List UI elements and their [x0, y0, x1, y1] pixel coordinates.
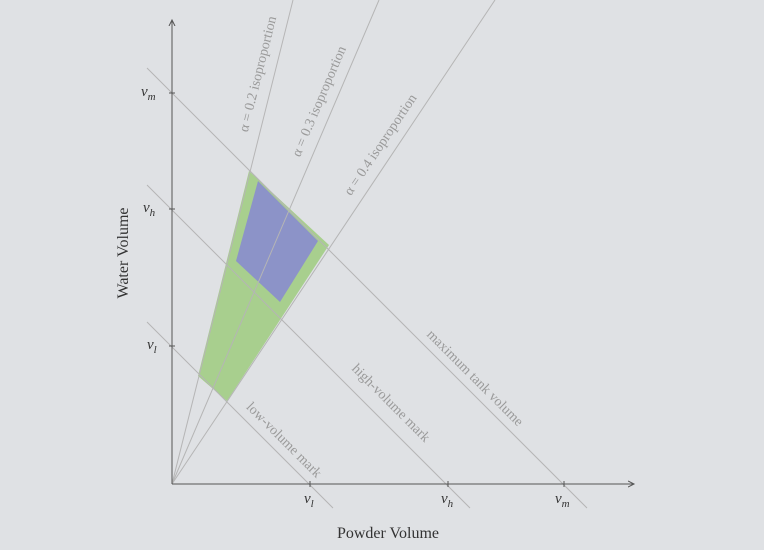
- target-region: [236, 181, 318, 302]
- volume-label: high-volume mark: [348, 362, 432, 446]
- x-tick-label: vm: [555, 491, 570, 510]
- x-tick-label: vl: [304, 491, 314, 510]
- x-tick-label: vh: [441, 491, 454, 510]
- y-axis-title: Water Volume: [115, 208, 132, 299]
- volume-label: low-volume mark: [243, 400, 324, 481]
- volume-label: maximum tank volume: [423, 327, 525, 429]
- max-volume-line: [146, 67, 588, 509]
- y-tick-label: vm: [141, 84, 156, 103]
- low-volume-line: [146, 321, 334, 509]
- iso-line: [171, 0, 294, 485]
- y-tick-label: vh: [143, 200, 156, 219]
- iso-label: α = 0.4 isoproportion: [342, 92, 421, 199]
- y-tick-label: vl: [147, 337, 157, 356]
- iso-label: α = 0.3 isoproportion: [290, 44, 350, 159]
- high-volume-line: [146, 184, 471, 509]
- iso-line: [171, 0, 380, 485]
- x-axis-title: Powder Volume: [337, 525, 439, 542]
- iso-line: [171, 0, 496, 485]
- iso-label: α = 0.2 isoproportion: [237, 15, 280, 134]
